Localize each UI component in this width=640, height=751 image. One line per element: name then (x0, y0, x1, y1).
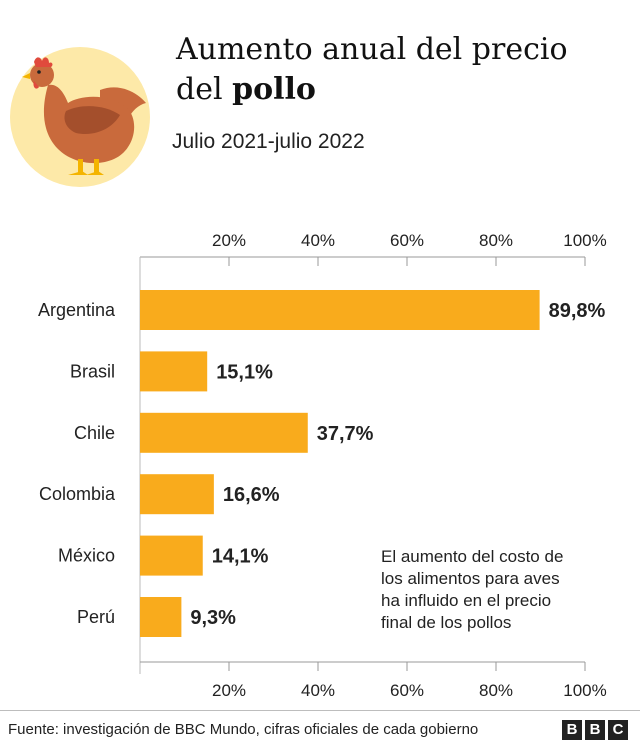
bar (140, 290, 540, 330)
annotation-line: ha influido en el precio (381, 591, 551, 610)
bbc-logo-letter-1: B (562, 720, 582, 740)
value-label: 89,8% (549, 300, 606, 322)
source-note: Fuente: investigación de BBC Mundo, cifr… (8, 721, 479, 738)
bar (140, 351, 208, 392)
value-label: 9,3% (190, 607, 236, 629)
bottom-tick-label: 60% (390, 681, 424, 700)
value-label: 14,1% (212, 546, 269, 568)
bar-row: Perú 9,3% (77, 597, 236, 637)
bottom-tick-label: 20% (212, 681, 246, 700)
bottom-axis: 20% 40% 60% 80% 100% (140, 661, 607, 700)
bar-chart: 20% 40% 60% 80% 100% 20% 40% 60% 80% 100% Argent… (38, 231, 607, 700)
category-label: Colombia (39, 484, 116, 504)
title-line-1: Aumento anual del precio (176, 32, 568, 67)
value-label: 16,6% (223, 484, 280, 506)
bottom-tick-label: 100% (563, 681, 606, 700)
bbc-logo-letter-3: C (608, 720, 628, 740)
annotation-line: El aumento del costo de (381, 547, 563, 566)
bar-row: México 14,1% (58, 535, 269, 576)
bar-row: Chile 37,7% (74, 412, 374, 453)
annotation-line: final de los pollos (381, 613, 511, 632)
bar (140, 412, 308, 453)
top-tick-label: 100% (563, 231, 606, 250)
category-label: México (58, 546, 115, 566)
bar-row: Colombia 16,6% (39, 474, 280, 515)
top-tick-label: 20% (212, 231, 246, 250)
category-label: Argentina (38, 300, 116, 320)
bar (140, 474, 214, 515)
bottom-tick-label: 80% (479, 681, 513, 700)
footer-divider (0, 710, 640, 711)
category-label: Chile (74, 423, 115, 443)
category-label: Brasil (70, 361, 115, 381)
hen-illustration (8, 45, 153, 190)
bbc-logo-letter-2: B (585, 720, 605, 740)
bar-row: Brasil 15,1% (70, 351, 273, 392)
bottom-tick-label: 40% (301, 681, 335, 700)
top-tick-label: 80% (479, 231, 513, 250)
chart-annotation: El aumento del costo de los alimentos par… (381, 547, 563, 632)
value-label: 37,7% (317, 423, 374, 445)
top-tick-label: 60% (390, 231, 424, 250)
chart-subtitle: Julio 2021-julio 2022 (172, 130, 365, 153)
value-label: 15,1% (216, 361, 273, 383)
top-tick-label: 40% (301, 231, 335, 250)
bar (140, 535, 203, 576)
annotation-line: los alimentos para aves (381, 569, 560, 588)
chart-title: Aumento anual del precio del pollo (176, 30, 616, 110)
bar-row: Argentina 89,8% (38, 290, 606, 330)
title-line-2-bold: pollo (232, 72, 316, 107)
bbc-logo: B B C (562, 720, 628, 740)
title-line-2-prefix: del (176, 72, 233, 107)
bar (140, 597, 182, 637)
bars-group: Argentina 89,8% Brasil 15,1% Chile 37,7% Colom… (38, 290, 606, 637)
hen-icon (10, 47, 150, 187)
category-label: Perú (77, 607, 115, 627)
